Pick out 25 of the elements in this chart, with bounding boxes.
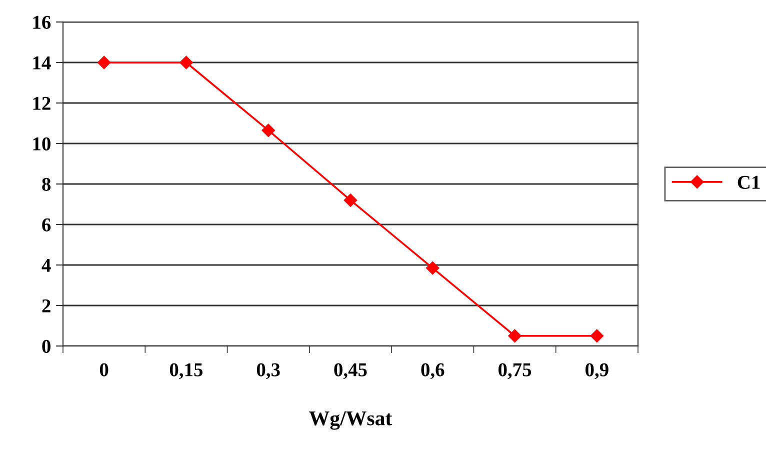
y-tick-label: 8 [42, 178, 51, 191]
x-axis-title: Wg/Wsat [309, 411, 392, 430]
point [97, 56, 111, 70]
x-tick-label: 0,3 [256, 363, 280, 380]
y-tick-label: 14 [33, 56, 51, 70]
y-tick-label: 12 [33, 96, 50, 110]
x-tick-label: 0,9 [586, 363, 608, 380]
y-tick-label: 10 [33, 137, 50, 150]
y-tick-label: 0 [42, 340, 50, 353]
y-tick-label: 6 [42, 218, 51, 232]
y-tick-label: 16 [33, 16, 51, 29]
x-tick-label: 0,15 [170, 363, 203, 380]
legend-label: C1 [738, 176, 760, 189]
x-tick-label: 0,6 [421, 363, 444, 380]
y-tick-label: 4 [42, 258, 51, 272]
point [344, 194, 358, 207]
point [426, 261, 440, 275]
point [262, 124, 275, 137]
point [508, 329, 522, 342]
x-tick-label: 0 [100, 363, 108, 376]
point [590, 329, 604, 342]
point [180, 56, 193, 70]
y-tick-label: 2 [42, 299, 50, 312]
x-tick-label: 0,45 [334, 363, 367, 380]
x-tick-label: 0,75 [498, 363, 532, 380]
